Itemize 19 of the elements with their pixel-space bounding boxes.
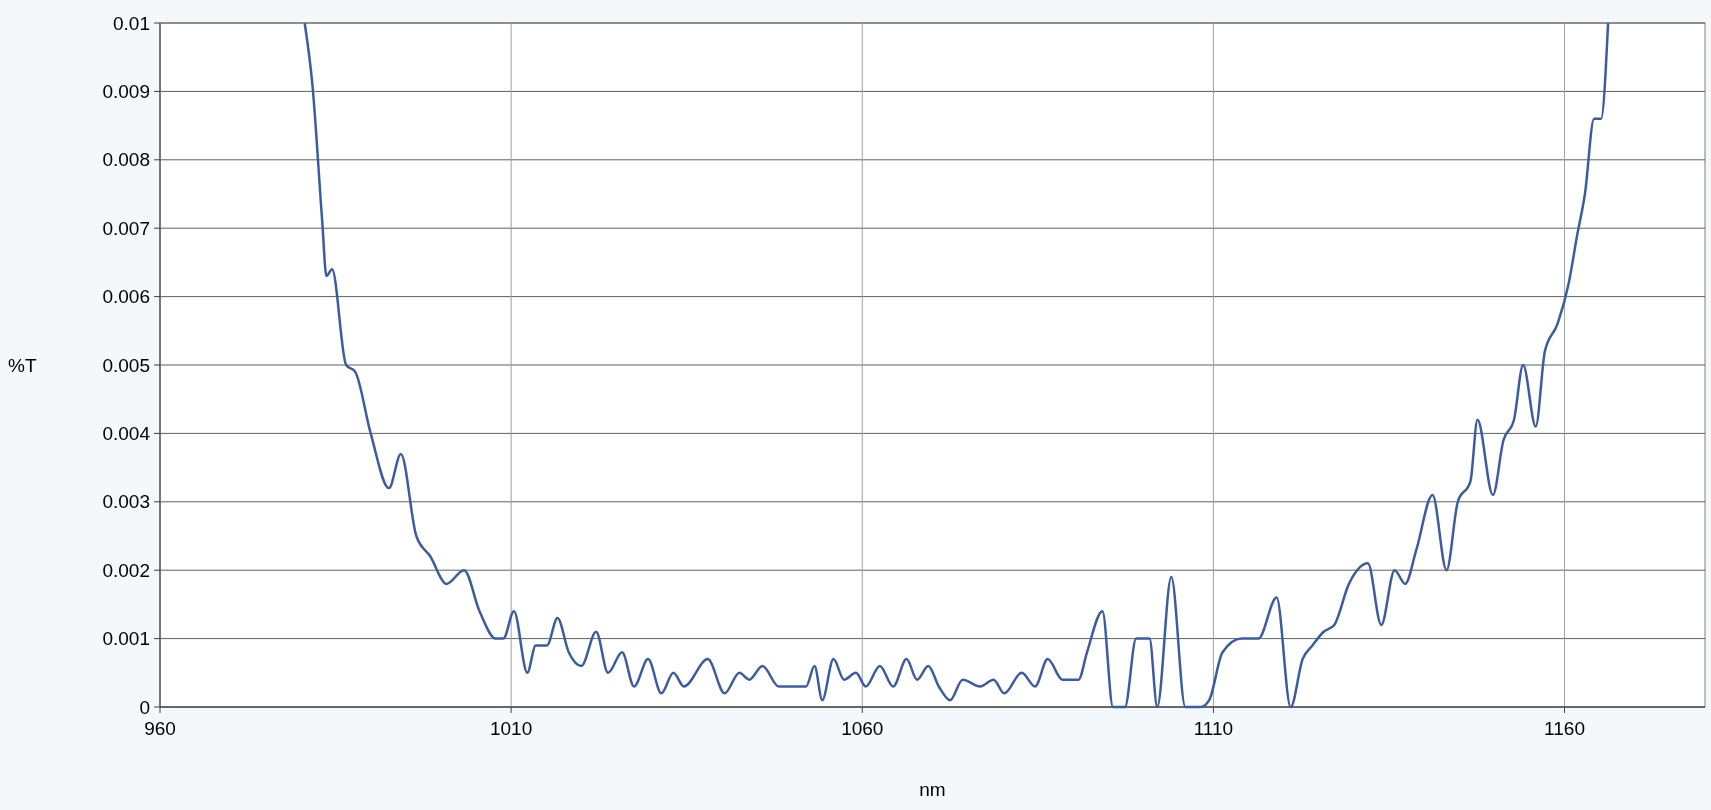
y-tick-label: 0.001 xyxy=(102,628,150,650)
y-tick-label: 0.002 xyxy=(102,559,150,581)
y-tick-label: 0.007 xyxy=(102,217,150,239)
y-axis-title: %T xyxy=(8,354,37,376)
line-series xyxy=(303,21,1610,709)
x-tick-label: 1110 xyxy=(1193,718,1234,739)
y-tick-label: 0 xyxy=(139,696,150,718)
x-axis-title: nm xyxy=(919,779,946,800)
y-tick-label: 0.006 xyxy=(102,286,150,308)
y-tick-label: 0.009 xyxy=(102,81,150,103)
y-tick-label: 0.003 xyxy=(102,491,150,513)
y-tick-label: 0.01 xyxy=(113,12,150,34)
y-tick-label: 0.005 xyxy=(102,354,150,376)
y-tick-label: 0.004 xyxy=(102,423,151,445)
x-tick-label: 1160 xyxy=(1544,718,1585,739)
x-tick-label: 1060 xyxy=(841,718,884,739)
x-tick-label: 960 xyxy=(144,718,176,739)
x-tick-label: 1010 xyxy=(490,718,533,739)
y-tick-label: 0.008 xyxy=(102,149,150,171)
